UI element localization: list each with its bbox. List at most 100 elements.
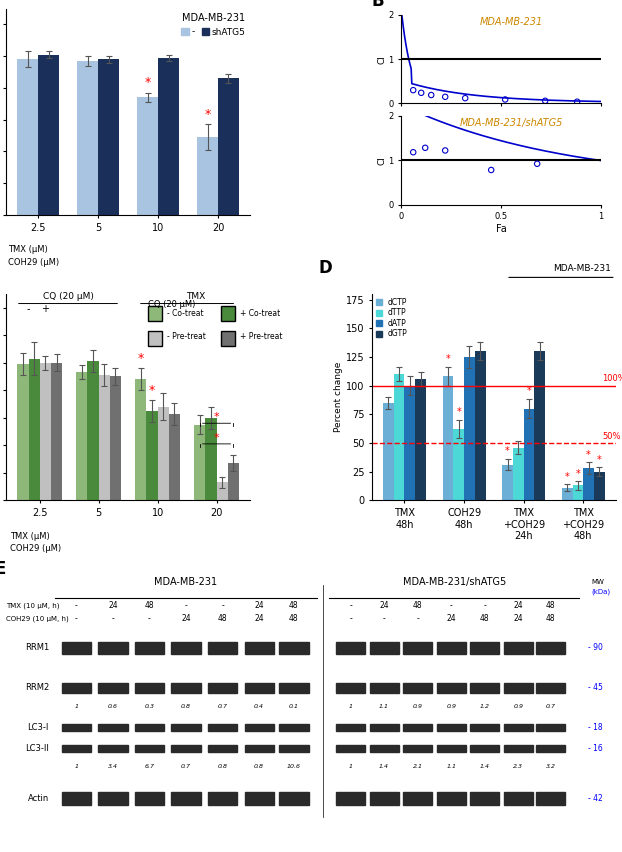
Text: RRM1: RRM1	[25, 643, 49, 653]
Bar	[135, 723, 164, 731]
Y-axis label: Percent change: Percent change	[334, 362, 343, 432]
Text: 1: 1	[74, 764, 78, 769]
Text: -: -	[349, 614, 352, 624]
Text: RRM2: RRM2	[25, 683, 49, 692]
Bar	[172, 723, 201, 731]
Bar	[369, 682, 399, 693]
Y-axis label: CI: CI	[378, 55, 387, 64]
Text: D: D	[318, 259, 332, 277]
Text: *: *	[565, 472, 570, 482]
Bar	[572, 486, 583, 500]
Bar	[594, 472, 605, 500]
Bar	[369, 642, 399, 654]
Text: 2.1: 2.1	[412, 764, 423, 769]
Text: 48: 48	[413, 602, 422, 610]
Bar	[524, 409, 534, 500]
Bar	[513, 447, 524, 500]
Text: 24: 24	[254, 602, 264, 610]
Bar	[98, 745, 128, 752]
Point	[440, 144, 450, 158]
Bar	[17, 60, 39, 215]
Point	[486, 164, 496, 177]
Bar	[244, 642, 274, 654]
Text: (kDa): (kDa)	[592, 589, 611, 596]
Text: B: B	[372, 0, 384, 10]
Bar	[504, 792, 533, 805]
Bar	[158, 58, 179, 215]
Bar	[534, 351, 545, 500]
Bar	[536, 792, 565, 805]
Bar	[279, 642, 309, 654]
Text: - Pre-treat: - Pre-treat	[167, 331, 206, 341]
Bar	[99, 375, 110, 500]
Text: 1.4: 1.4	[379, 764, 389, 769]
Bar	[77, 60, 98, 215]
Bar	[403, 642, 432, 654]
Text: -: -	[416, 614, 419, 624]
Text: -: -	[383, 614, 386, 624]
Text: -: -	[450, 602, 453, 610]
Bar	[470, 745, 499, 752]
Text: CQ (20 μM): CQ (20 μM)	[147, 300, 195, 309]
Text: -: -	[27, 304, 30, 314]
Bar	[443, 377, 453, 500]
Bar	[146, 411, 157, 500]
X-axis label: Fa: Fa	[496, 224, 506, 234]
Bar	[336, 792, 365, 805]
Bar	[197, 137, 218, 215]
Bar	[336, 682, 365, 693]
Bar	[88, 361, 99, 500]
Text: 0.8: 0.8	[254, 764, 264, 769]
Bar	[502, 464, 513, 500]
Point	[420, 141, 430, 154]
Point	[572, 95, 582, 108]
Text: *: *	[144, 77, 151, 89]
Bar	[475, 351, 486, 500]
Point	[426, 89, 436, 102]
Text: + Co-treat: + Co-treat	[240, 309, 281, 318]
Bar	[279, 682, 309, 693]
Bar	[562, 487, 572, 500]
Bar	[403, 682, 432, 693]
Text: TMX: TMX	[187, 291, 205, 301]
Text: 24: 24	[254, 614, 264, 624]
Text: CQ (20 μM): CQ (20 μM)	[42, 291, 93, 301]
Y-axis label: CI: CI	[378, 156, 387, 164]
Text: - 42: - 42	[588, 794, 603, 803]
Bar	[470, 723, 499, 731]
Text: 1.1: 1.1	[446, 764, 456, 769]
Bar	[77, 372, 88, 500]
Text: - 16: - 16	[588, 744, 603, 753]
Bar	[135, 379, 146, 500]
Bar	[404, 386, 415, 500]
Legend: -, shATG5: -, shATG5	[182, 13, 246, 37]
Bar	[244, 723, 274, 731]
Bar	[437, 642, 466, 654]
Point	[540, 94, 550, 107]
Text: Actin: Actin	[27, 794, 49, 803]
Bar	[39, 55, 59, 215]
Text: -: -	[148, 614, 151, 624]
Bar	[157, 406, 169, 500]
Text: -: -	[349, 602, 352, 610]
Text: 0.3: 0.3	[144, 704, 154, 709]
Text: 24: 24	[181, 614, 191, 624]
Bar	[464, 357, 475, 500]
Bar	[17, 364, 29, 500]
Bar	[536, 642, 565, 654]
Bar	[244, 792, 274, 805]
Text: 0.9: 0.9	[513, 704, 523, 709]
Text: *: *	[445, 354, 450, 364]
Bar	[110, 377, 121, 500]
Bar	[135, 642, 164, 654]
Text: 1: 1	[348, 764, 353, 769]
Bar	[172, 792, 201, 805]
Bar	[208, 642, 237, 654]
Text: 48: 48	[545, 602, 555, 610]
Text: 1: 1	[348, 704, 353, 709]
Text: 0.7: 0.7	[181, 764, 191, 769]
Bar	[62, 682, 91, 693]
Bar	[437, 792, 466, 805]
Bar	[51, 363, 62, 500]
Text: *: *	[205, 108, 211, 121]
